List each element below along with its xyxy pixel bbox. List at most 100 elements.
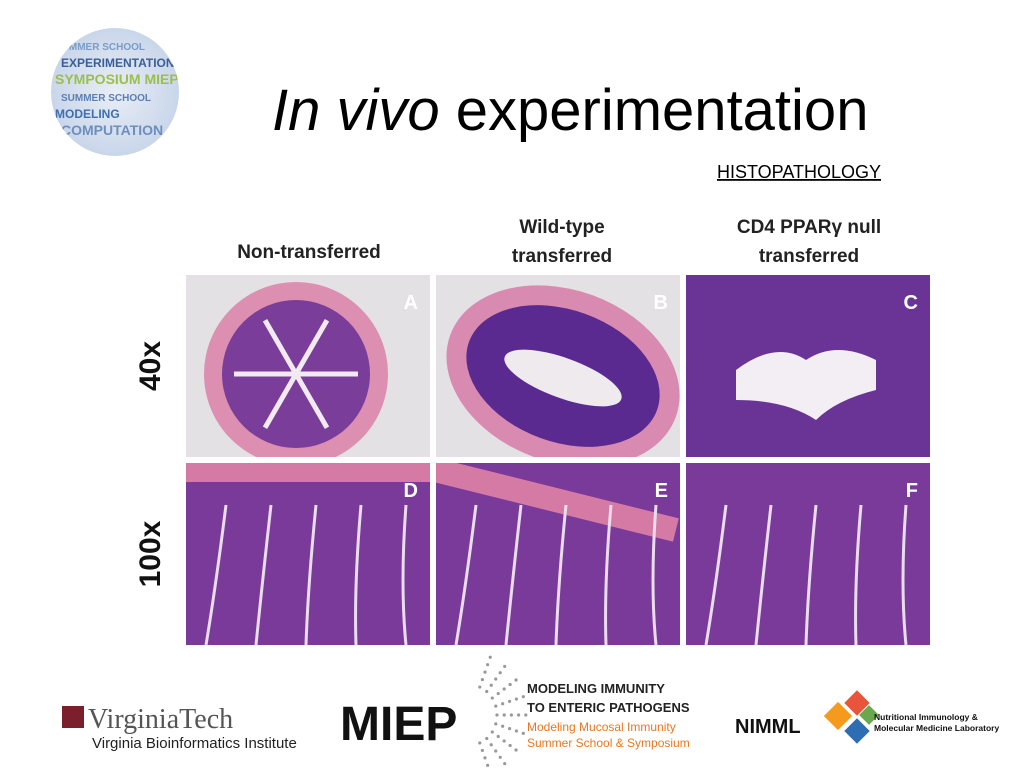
miep-dot — [494, 677, 498, 681]
panel-letter: E — [655, 480, 668, 502]
logo-word: SUMMER SCHOOL — [55, 42, 145, 53]
crypt-line — [204, 504, 228, 645]
miep-dot — [496, 691, 500, 696]
subtitle: HISTOPATHOLOGY — [717, 162, 881, 182]
crypt-line — [304, 504, 318, 645]
crypt-line — [754, 504, 773, 645]
vt-institute: Virginia Bioinformatics Institute — [92, 735, 297, 752]
title-rest: experimentation — [456, 78, 869, 143]
miep-dot — [514, 697, 519, 701]
miep-line: TO ENTERIC PATHOGENS — [527, 700, 690, 715]
logo-word: MODELING — [55, 107, 120, 121]
title-italic: In vivo — [272, 78, 440, 143]
row-label: 40x — [134, 341, 167, 391]
miep-dot — [480, 748, 484, 753]
crypt-line — [554, 504, 568, 645]
miep-dot — [486, 663, 490, 667]
crypt-line — [254, 504, 273, 645]
panel-letter: C — [904, 292, 918, 314]
miep-dot — [502, 739, 506, 743]
miep-sub: Modeling Mucosal Immunity — [527, 720, 676, 734]
miep-dot — [521, 731, 525, 735]
crypt-line — [854, 504, 863, 645]
miep-dot — [501, 702, 505, 706]
histology-panel: E — [436, 463, 680, 645]
panel-letter: F — [906, 480, 918, 502]
miep-dot — [489, 743, 493, 747]
crypt-line — [901, 504, 908, 645]
miep-dot — [498, 755, 502, 759]
miep-dot — [480, 677, 484, 682]
serosa — [186, 463, 430, 482]
lumen — [293, 372, 330, 429]
nimml-line: Molecular Medicine Laboratory — [874, 723, 999, 733]
miep-dot — [524, 713, 528, 717]
histology-panel: F — [686, 463, 930, 645]
logo-word: EXPERIMENTATION — [61, 56, 175, 70]
miep-dot — [490, 730, 494, 734]
row-label: 100x — [134, 520, 167, 587]
miep-dot — [507, 726, 512, 731]
column-header: transferred — [759, 246, 859, 267]
serosa — [436, 463, 679, 542]
miep-dot — [514, 729, 519, 733]
miep-dot — [490, 696, 494, 700]
miep-dot — [517, 713, 521, 717]
miep-dot — [503, 761, 507, 766]
miep-dot — [485, 689, 489, 694]
miep-dot — [514, 748, 518, 752]
miep-dot — [508, 743, 512, 748]
miep-dot — [509, 713, 513, 717]
miep-dot — [478, 741, 482, 745]
miep-dot — [495, 713, 499, 717]
crypt-line — [454, 504, 478, 645]
crypt-line — [804, 504, 818, 645]
miep-sub: Summer School & Symposium — [527, 736, 690, 750]
panel-letter: A — [404, 292, 418, 314]
logo-word: COMPUTATION — [61, 122, 163, 138]
miep-dot — [494, 704, 498, 708]
miep-dot — [485, 736, 489, 741]
miep-dot — [501, 724, 505, 728]
miep-dot — [521, 695, 525, 699]
miep-dot — [502, 713, 506, 717]
lumen — [262, 372, 299, 429]
panel-letter: B — [654, 292, 668, 314]
histology-panel: B — [436, 275, 680, 457]
nimml-icon — [823, 690, 879, 744]
miep-dot — [489, 683, 493, 687]
crypt-line — [401, 504, 408, 645]
miep-dot — [494, 749, 498, 753]
miep-dot — [483, 756, 487, 760]
miep-name: MIEP — [340, 698, 457, 751]
miep-dot — [498, 671, 502, 675]
histology-panel: D — [186, 463, 430, 645]
footer: VirginiaTech Virginia Bioinformatics Ins… — [62, 655, 999, 767]
crypt-line — [354, 504, 363, 645]
logo-word: SUMMER SCHOOL — [61, 93, 151, 104]
miep-dot — [502, 687, 506, 691]
vt-crest — [62, 706, 84, 728]
lumen — [293, 319, 330, 376]
miep-dot — [486, 763, 490, 767]
lumen — [504, 349, 622, 407]
column-header: Wild-type — [519, 217, 604, 238]
miep-dot — [514, 678, 518, 682]
logo-globe — [51, 28, 179, 156]
crypt-line — [704, 504, 728, 645]
miep-dot — [507, 699, 512, 704]
crypt-line — [504, 504, 523, 645]
miep-dot — [503, 664, 507, 669]
lumen — [262, 319, 299, 376]
miep-dot — [508, 682, 512, 687]
crypt-line — [651, 504, 658, 645]
lumen — [736, 350, 876, 420]
miep-line: MODELING IMMUNITY — [527, 681, 665, 696]
column-header: transferred — [512, 246, 612, 267]
histology-panel: C — [686, 275, 930, 457]
histology-panel: A — [186, 275, 430, 457]
miep-dot — [488, 655, 492, 659]
crypt-line — [604, 504, 613, 645]
